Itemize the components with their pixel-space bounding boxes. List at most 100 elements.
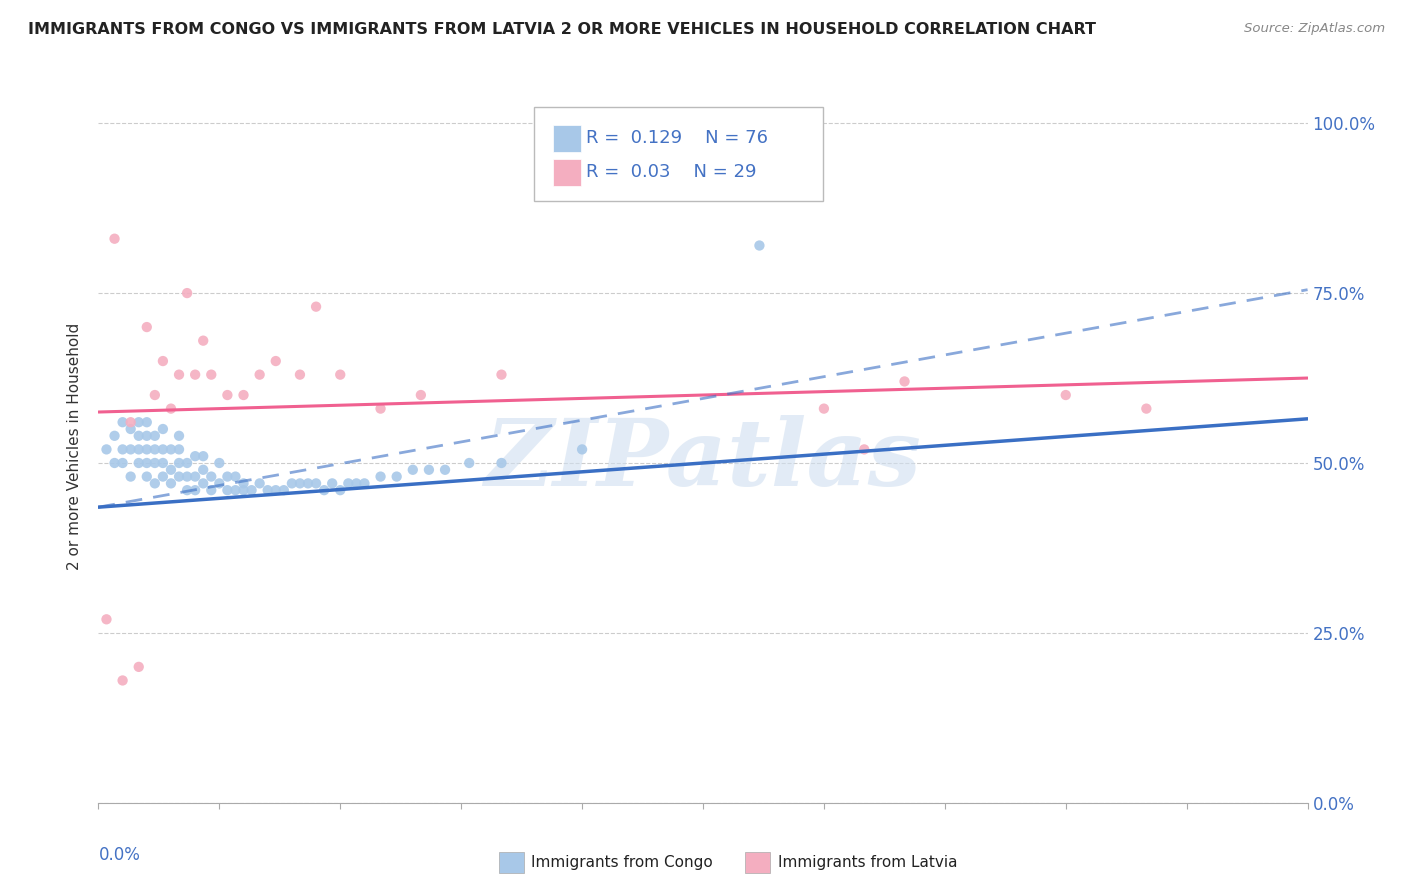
Point — [193, 449, 215, 463]
Point — [143, 476, 166, 491]
Point — [409, 388, 432, 402]
Point — [193, 476, 215, 491]
Point — [128, 660, 150, 674]
Point — [167, 442, 190, 457]
Point — [232, 476, 254, 491]
Point — [184, 368, 207, 382]
Point — [143, 456, 166, 470]
Text: IMMIGRANTS FROM CONGO VS IMMIGRANTS FROM LATVIA 2 OR MORE VEHICLES IN HOUSEHOLD : IMMIGRANTS FROM CONGO VS IMMIGRANTS FROM… — [28, 22, 1097, 37]
Point — [273, 483, 295, 498]
Point — [184, 449, 207, 463]
Point — [135, 415, 157, 429]
Point — [167, 368, 190, 382]
Point — [353, 476, 375, 491]
Point — [143, 388, 166, 402]
Text: ZIPatlas: ZIPatlas — [485, 416, 921, 505]
Point — [264, 354, 287, 368]
Point — [329, 483, 352, 498]
Point — [853, 442, 876, 457]
Point — [111, 442, 134, 457]
Point — [152, 422, 174, 436]
Point — [1135, 401, 1157, 416]
Point — [120, 415, 142, 429]
Point — [167, 469, 190, 483]
Point — [385, 469, 408, 483]
Point — [135, 442, 157, 457]
Point — [1054, 388, 1077, 402]
Text: Immigrants from Congo: Immigrants from Congo — [531, 855, 713, 870]
Point — [200, 368, 222, 382]
Point — [344, 476, 367, 491]
Point — [111, 456, 134, 470]
Point — [143, 429, 166, 443]
Point — [305, 300, 328, 314]
Text: R =  0.03    N = 29: R = 0.03 N = 29 — [586, 163, 756, 181]
Point — [120, 469, 142, 483]
Point — [152, 442, 174, 457]
Point — [176, 469, 198, 483]
Point — [96, 442, 118, 457]
Point — [281, 476, 304, 491]
Point — [370, 401, 392, 416]
Point — [152, 469, 174, 483]
Point — [491, 368, 513, 382]
Point — [256, 483, 278, 498]
Point — [193, 334, 215, 348]
Point — [176, 483, 198, 498]
Point — [184, 483, 207, 498]
Point — [402, 463, 425, 477]
Point — [813, 401, 835, 416]
Point — [305, 476, 328, 491]
Text: Immigrants from Latvia: Immigrants from Latvia — [778, 855, 957, 870]
Point — [167, 429, 190, 443]
Point — [128, 429, 150, 443]
Point — [96, 612, 118, 626]
Point — [111, 673, 134, 688]
Point — [160, 401, 183, 416]
Text: Source: ZipAtlas.com: Source: ZipAtlas.com — [1244, 22, 1385, 36]
Point — [176, 286, 198, 301]
Y-axis label: 2 or more Vehicles in Household: 2 or more Vehicles in Household — [67, 322, 83, 570]
Point — [288, 368, 311, 382]
Point — [224, 483, 246, 498]
Text: 0.0%: 0.0% — [98, 846, 141, 863]
Point — [418, 463, 440, 477]
Point — [748, 238, 770, 252]
Point — [249, 368, 271, 382]
Point — [135, 429, 157, 443]
Point — [232, 388, 254, 402]
Point — [160, 442, 183, 457]
Point — [200, 483, 222, 498]
Point — [314, 483, 336, 498]
Point — [329, 368, 352, 382]
Point — [434, 463, 457, 477]
Point — [337, 476, 360, 491]
Point — [143, 442, 166, 457]
Point — [152, 456, 174, 470]
Point — [217, 469, 239, 483]
Point — [120, 422, 142, 436]
Point — [217, 483, 239, 498]
Point — [208, 456, 231, 470]
Point — [232, 483, 254, 498]
Point — [160, 463, 183, 477]
Point — [152, 354, 174, 368]
Point — [120, 442, 142, 457]
Point — [491, 456, 513, 470]
Point — [135, 469, 157, 483]
Point — [458, 456, 481, 470]
Text: R =  0.129    N = 76: R = 0.129 N = 76 — [586, 129, 768, 147]
Point — [240, 483, 263, 498]
Point — [176, 456, 198, 470]
Point — [193, 463, 215, 477]
Point — [135, 456, 157, 470]
Point — [893, 375, 915, 389]
Point — [288, 476, 311, 491]
Point — [103, 456, 125, 470]
Point — [128, 415, 150, 429]
Point — [571, 442, 593, 457]
Point — [103, 232, 125, 246]
Point — [200, 469, 222, 483]
Point — [217, 388, 239, 402]
Point — [208, 476, 231, 491]
